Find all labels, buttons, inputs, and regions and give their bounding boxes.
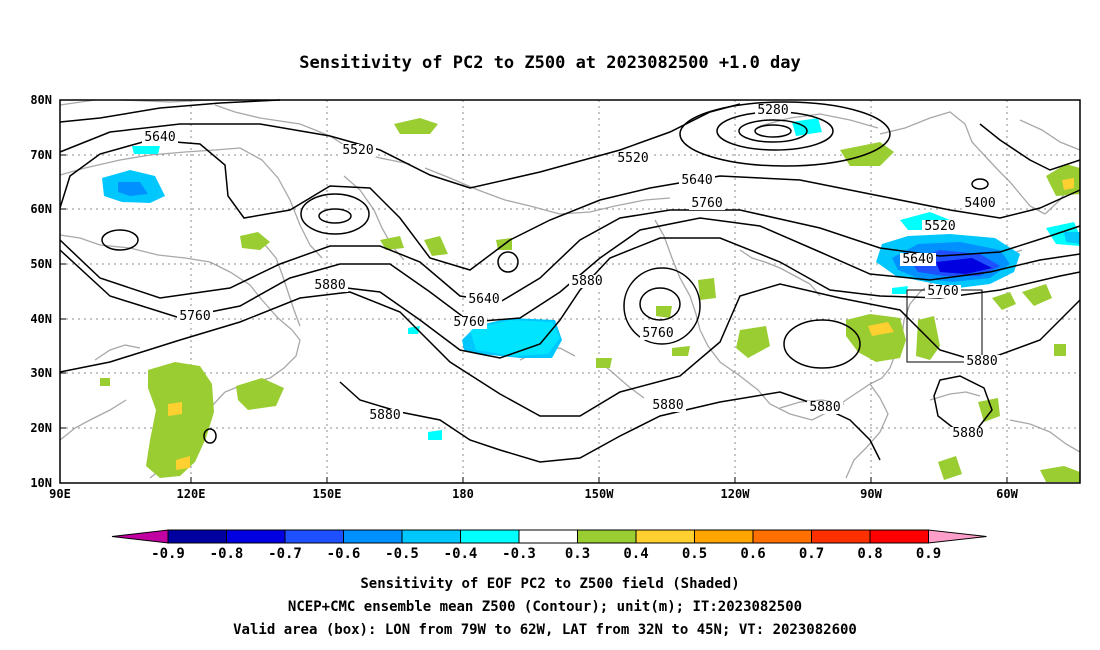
contour-label: 5880 xyxy=(571,274,602,289)
latitude-labels: 80N 70N 60N 50N 40N 30N 20N 10N xyxy=(30,93,52,490)
contour-label-bg xyxy=(615,152,651,165)
lon-label: 120E xyxy=(177,487,206,501)
lon-label: 90W xyxy=(860,487,882,501)
contour-label: 5640 xyxy=(681,173,712,188)
map-frame xyxy=(59,99,1081,484)
lat-label: 60N xyxy=(30,202,52,216)
colorbar-label: 0.9 xyxy=(916,546,941,562)
lat-label: 50N xyxy=(30,257,52,271)
contour-label-bg xyxy=(142,131,178,144)
lon-label: 180 xyxy=(452,487,474,501)
lat-label: 70N xyxy=(30,148,52,162)
colorbar-swatch xyxy=(343,529,403,544)
contour-label: 5880 xyxy=(369,408,400,423)
colorbar-label: -0.9 xyxy=(151,546,185,562)
contour-label: 5880 xyxy=(652,398,683,413)
colorbar-swatch xyxy=(167,529,227,544)
colorbar-label: -0.3 xyxy=(502,546,536,562)
contour-label: 5760 xyxy=(453,315,484,330)
contour-label: 5400 xyxy=(964,196,995,211)
contour-label: 5640 xyxy=(144,130,175,145)
lat-label: 10N xyxy=(30,476,52,490)
axis-ticks xyxy=(59,99,1008,484)
colorbar-swatch xyxy=(694,529,754,544)
contour-label-bg xyxy=(689,197,725,210)
contour-labels: 5280 5640 5520 5520 5640 5760 5400 5520 5640 5760… xyxy=(142,103,1000,441)
footer-line-3: Valid area (box): LON from 79W to 62W, L… xyxy=(233,622,857,638)
contour-label: 5760 xyxy=(927,284,958,299)
lon-label: 120W xyxy=(721,487,751,501)
contour-label-bg xyxy=(640,327,676,340)
colorbar-swatch xyxy=(226,529,286,544)
figure-title: Sensitivity of PC2 to Z500 at 2023082500… xyxy=(299,53,801,73)
lon-label: 150W xyxy=(585,487,615,501)
contour-label-bg xyxy=(922,220,958,233)
lat-label: 40N xyxy=(30,312,52,326)
contour-label: 5760 xyxy=(179,309,210,324)
longitude-labels: 90E 120E 150E 180 150W 120W 90W 60W xyxy=(49,487,1018,501)
contour-label-bg xyxy=(312,279,348,292)
contour-label-bg xyxy=(177,310,213,323)
contour-label: 5760 xyxy=(642,326,673,341)
contour-label-bg xyxy=(466,293,502,306)
colorbar-label: 0.5 xyxy=(682,546,707,562)
colorbar-label: -0.6 xyxy=(327,546,361,562)
colorbar-swatch xyxy=(635,529,695,544)
contour-label-bg xyxy=(650,399,686,412)
colorbar-label: 0.8 xyxy=(857,546,882,562)
lat-label: 80N xyxy=(30,93,52,107)
footer-line-2: NCEP+CMC ensemble mean Z500 (Contour); u… xyxy=(288,599,802,615)
contour-label-bg xyxy=(367,409,403,422)
colorbar-label: -0.4 xyxy=(444,546,478,562)
contour-label-bg xyxy=(451,316,487,329)
lat-label: 20N xyxy=(30,421,52,435)
contour-label-bg xyxy=(925,285,961,298)
colorbar-high-arrow xyxy=(928,529,987,544)
contour-label-bg xyxy=(569,275,605,288)
contour-label-bg xyxy=(964,355,1000,368)
colorbar-swatch xyxy=(811,529,871,544)
contour-label: 5520 xyxy=(924,219,955,234)
footer-line-1: Sensitivity of EOF PC2 to Z500 field (Sh… xyxy=(360,576,739,592)
colorbar-label: -0.8 xyxy=(210,546,244,562)
map-panel: 5280 5640 5520 5520 5640 5760 5400 5520 5640 5760… xyxy=(59,99,1081,484)
colorbar-swatch xyxy=(577,529,637,544)
colorbar: -0.9 -0.8 -0.7 -0.6 -0.5 -0.4 -0.3 0.3 0.4 0.5 0.6… xyxy=(111,529,987,562)
colorbar-label: 0.7 xyxy=(799,546,824,562)
contour-label: 5880 xyxy=(966,354,997,369)
contour-label-bg xyxy=(807,401,843,414)
contour-label: 5640 xyxy=(468,292,499,307)
colorbar-label: 0.6 xyxy=(740,546,765,562)
lon-label: 90E xyxy=(49,487,71,501)
contour-label: 5880 xyxy=(314,278,345,293)
colorbar-label: 0.4 xyxy=(623,546,648,562)
contour-label: 5640 xyxy=(902,252,933,267)
contour-label-bg xyxy=(962,197,998,210)
contour-label-bg xyxy=(900,253,936,266)
contour-label: 5880 xyxy=(809,400,840,415)
contour-label: 5520 xyxy=(617,151,648,166)
lat-label: 30N xyxy=(30,366,52,380)
colorbar-swatch xyxy=(518,529,578,544)
lon-label: 60W xyxy=(996,487,1018,501)
colorbar-low-arrow xyxy=(111,529,169,544)
contour-label-bg xyxy=(950,427,986,440)
contour-label-bg xyxy=(340,144,376,157)
colorbar-label: -0.5 xyxy=(385,546,419,562)
colorbar-swatch xyxy=(401,529,461,544)
contour-label: 5760 xyxy=(691,196,722,211)
contour-label-bg xyxy=(755,104,791,117)
colorbar-label: 0.3 xyxy=(565,546,590,562)
colorbar-swatch xyxy=(752,529,812,544)
colorbar-label: -0.7 xyxy=(268,546,302,562)
colorbar-swatch xyxy=(284,529,344,544)
colorbar-swatch xyxy=(460,529,520,544)
colorbar-swatch xyxy=(869,529,929,544)
contour-label-bg xyxy=(679,174,715,187)
contour-label: 5520 xyxy=(342,143,373,158)
contour-label: 5880 xyxy=(952,426,983,441)
contour-label: 5280 xyxy=(757,103,788,118)
lon-label: 150E xyxy=(313,487,342,501)
